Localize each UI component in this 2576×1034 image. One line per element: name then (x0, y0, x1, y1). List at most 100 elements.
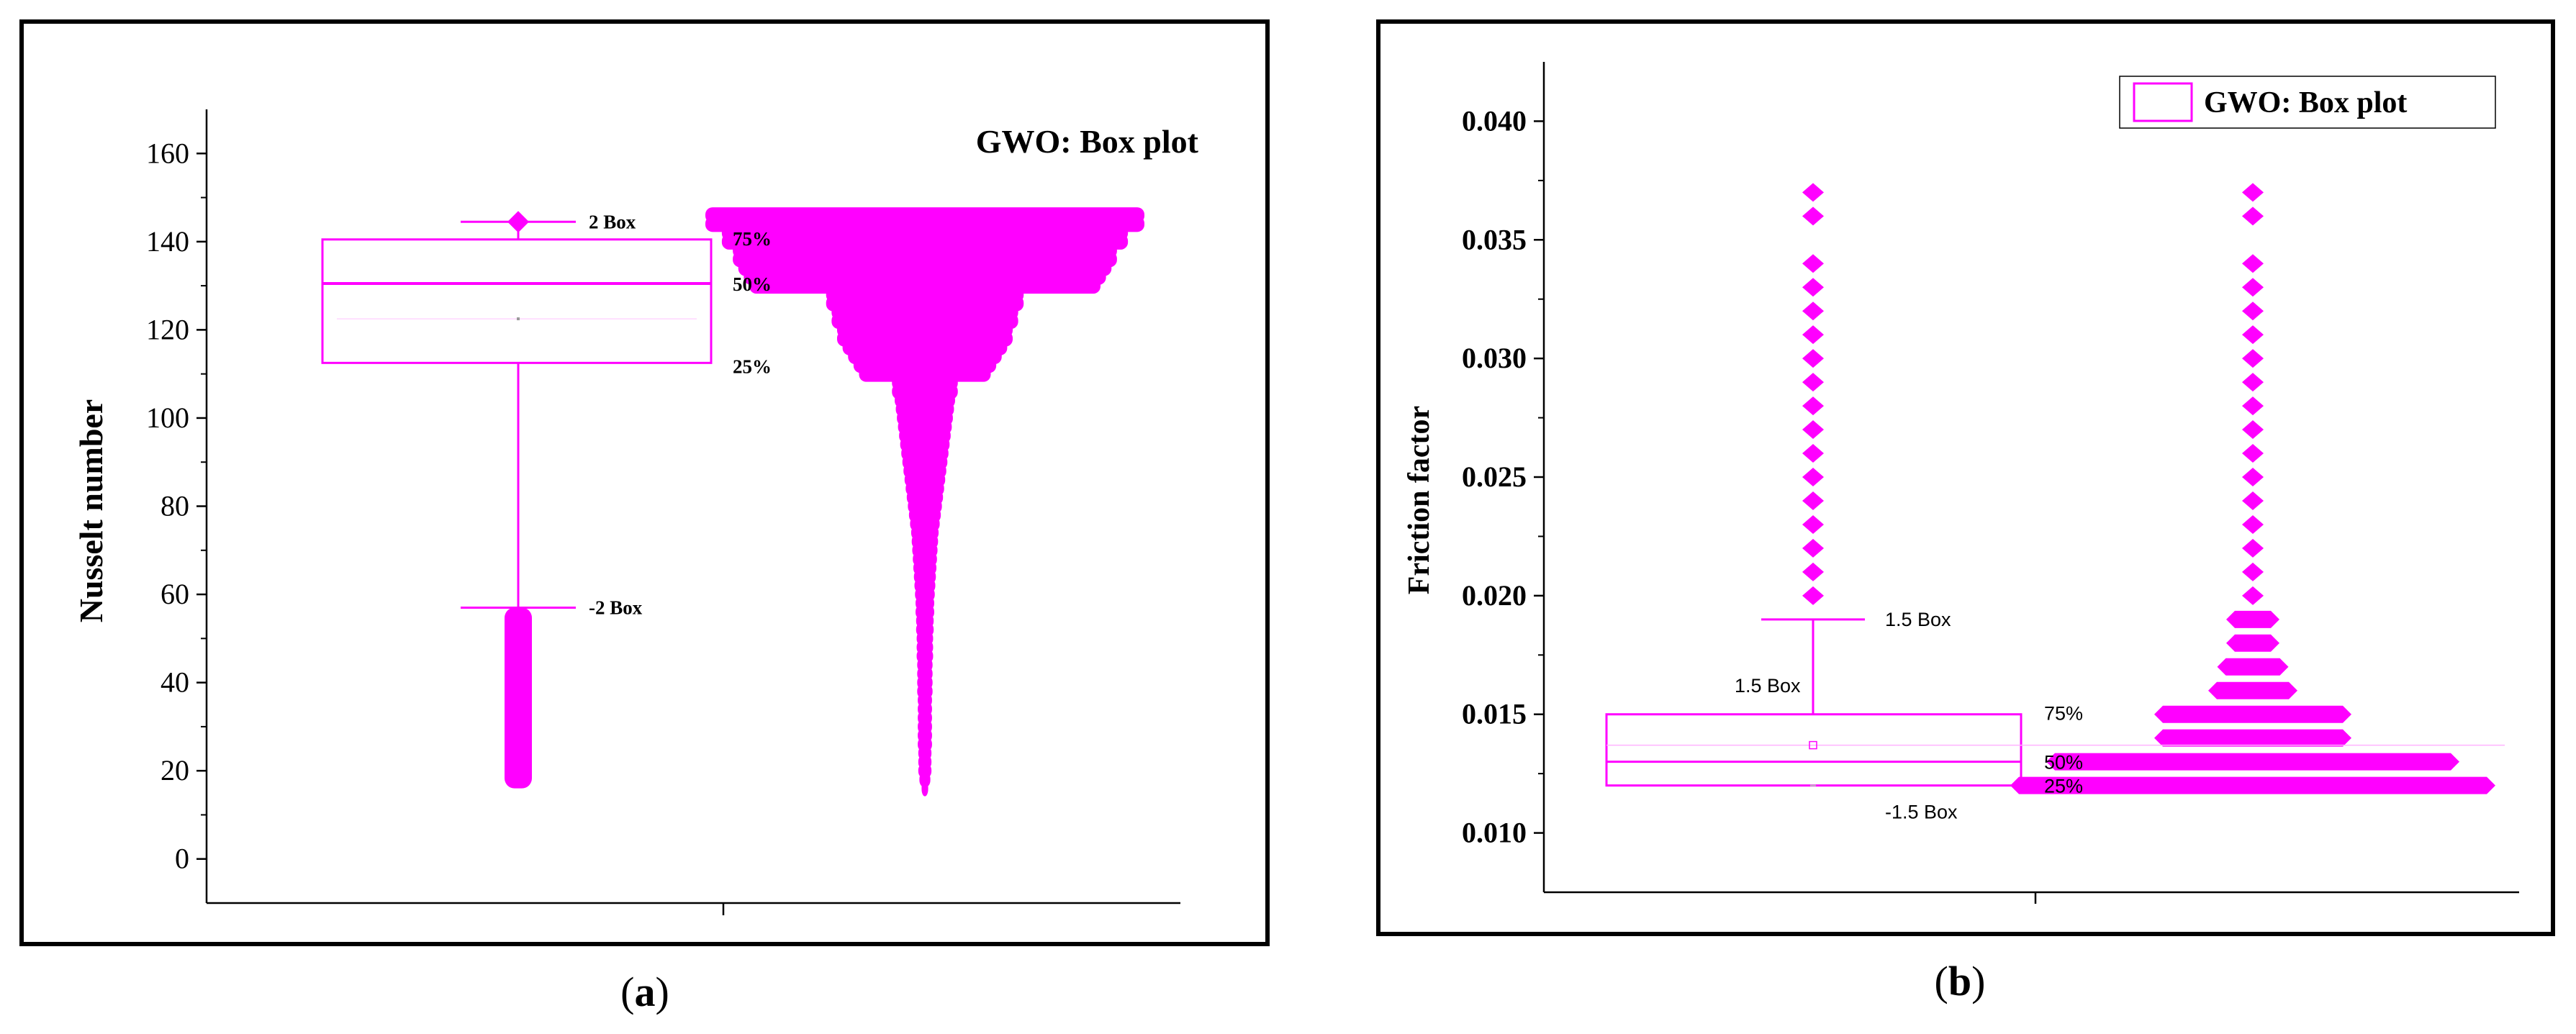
panel-a-y-tick-label: 140 (146, 225, 189, 258)
panel-b-box (1605, 618, 2505, 787)
panel-a-y-tick-label: 120 (146, 313, 189, 345)
panel-b-distribution-point (2242, 349, 2264, 368)
panel-b-distribution-point (2242, 468, 2264, 486)
panel-b-outlier-point (1802, 468, 1824, 486)
panel-b: 0.010 0.015 0.020 0.025 0.030 0.035 0.040 GWO:… (1376, 19, 2555, 1004)
panel-a-title: GWO: Box plot (976, 123, 1199, 160)
panel-b-outlier-point (1802, 420, 1824, 440)
panel-a-annotation-upper: 2 Box (589, 211, 636, 232)
panel-a-y-tick-label: 40 (161, 666, 189, 699)
panel-b-y-tick-label: 0.020 (1462, 579, 1527, 612)
panel-b-distribution-point (2242, 538, 2264, 558)
panel-b-y-tick-label: 0.030 (1462, 342, 1527, 374)
panel-b-distribution-point (2242, 562, 2264, 581)
panel-a-y-tick-label: 100 (146, 402, 189, 434)
panel-b-y-tick-label: 0.025 (1462, 461, 1527, 493)
panel-a-y-ticks: 0 20 40 60 80 100 120 140 160 (146, 137, 207, 875)
panel-b-annotation-q1: 25% (2044, 776, 2083, 797)
panel-a-distribution (705, 207, 1144, 797)
panel-b-caption: (b) (1935, 958, 1986, 1004)
panel-a-iqr-box (321, 238, 713, 364)
panel-a-mean-marker (517, 317, 520, 321)
panel-a-caption: (a) (620, 969, 669, 1015)
panel-b-outlier-point (1802, 278, 1824, 297)
panel-a-y-tick-label: 160 (146, 137, 189, 169)
panel-b-annotation-upper: 1.5 Box (1885, 609, 1951, 630)
panel-b-distribution (2010, 183, 2495, 794)
panel-b-distribution-bin (2046, 753, 2459, 771)
panel-a-y-tick-label: 80 (161, 490, 189, 522)
panel-b-distribution-point (2242, 301, 2264, 321)
panel-a-y-tick-label: 60 (161, 578, 189, 610)
panel-b-iqr-box (1605, 713, 2023, 787)
panel-b-distribution-point (2242, 207, 2264, 226)
panel-b-outlier-point (1802, 562, 1824, 581)
panel-a-frame (19, 19, 1270, 946)
panel-a-annotation-lower: -2 Box (589, 597, 643, 618)
panel-b-distribution-point (2242, 420, 2264, 440)
panel-b-outlier-point (1802, 349, 1824, 368)
panel-a-outliers (505, 607, 532, 789)
panel-b-outlier-point (1802, 254, 1824, 273)
panel-b-y-tick-label: 0.035 (1462, 223, 1527, 255)
panel-a-y-tick-label: 20 (161, 754, 189, 786)
panel-b-outlier-point (1802, 491, 1824, 510)
panel-a-ylabel: Nusselt number (73, 399, 109, 623)
panel-a-y-tick-label: 0 (175, 843, 189, 875)
panel-b-y-ticks: 0.010 0.015 0.020 0.025 0.030 0.035 0.040 (1462, 104, 1544, 849)
panel-b-distribution-bin (2010, 776, 2495, 794)
panel-b-outlier-point (1802, 444, 1824, 463)
panel-a: 0 20 40 60 80 100 120 140 160 GWO: Box plot Nuss… (19, 19, 1270, 1015)
panel-b-distribution-bin (2226, 610, 2279, 628)
panel-b-frame (1376, 19, 2555, 936)
panel-b-y-tick-label: 0.010 (1462, 817, 1527, 849)
panel-b-distribution-point (2242, 586, 2264, 605)
panel-b-distribution-bin (2208, 681, 2297, 699)
panel-a-distribution-bin (919, 771, 931, 788)
panel-b-mean-marker (1809, 740, 1817, 750)
panel-b-ylabel: Friction factor (1403, 406, 1436, 594)
panel-b-outlier-point (1802, 325, 1824, 345)
panel-a-annotation-median: 50% (733, 273, 772, 295)
panel-a-annotation-q3: 75% (733, 228, 772, 250)
panel-a-distribution-bin (859, 366, 991, 382)
panel-b-distribution-point (2242, 396, 2264, 416)
panel-b-outlier-point (1802, 301, 1824, 321)
panel-b-distribution-bin (2154, 705, 2351, 723)
panel-b-outliers (1802, 183, 1824, 605)
panel-b-outlier-point (1802, 183, 1824, 202)
panel-b-outlier-point (1802, 514, 1824, 534)
panel-b-annotation-upper-inner: 1.5 Box (1735, 675, 1801, 697)
panel-a-box (321, 211, 713, 609)
panel-b-outlier-point (1802, 373, 1824, 392)
panel-a-upper-marker (507, 211, 529, 233)
panel-b-legend: GWO: Box plot (2119, 76, 2496, 129)
panel-a-outlier-column (505, 607, 532, 789)
panel-b-legend-label: GWO: Box plot (2204, 86, 2407, 119)
panel-b-annotation-median: 50% (2044, 752, 2083, 774)
panel-b-legend-swatch (2133, 82, 2193, 122)
panel-b-distribution-point (2242, 325, 2264, 345)
panel-a-annotation-q1: 25% (733, 355, 772, 377)
panel-b-distribution-point (2242, 514, 2264, 534)
panel-b-outlier-point (1802, 538, 1824, 558)
panel-b-legend-frame (2119, 76, 2496, 129)
panel-b-distribution-point (2242, 444, 2264, 463)
panel-b-distribution-point (2242, 373, 2264, 392)
panel-b-y-tick-label: 0.040 (1462, 104, 1527, 137)
panel-b-distribution-point (2242, 254, 2264, 273)
panel-b-outlier-point (1802, 586, 1824, 605)
panel-a-distribution-bin (921, 780, 928, 797)
panel-b-distribution-point (2242, 278, 2264, 297)
panel-b-distribution-bin (2154, 729, 2351, 747)
panel-b-outlier-point (1802, 396, 1824, 416)
panel-b-distribution-point (2242, 183, 2264, 202)
panel-b-distribution-bin (2226, 634, 2279, 652)
panel-b-distribution-bin (2217, 658, 2289, 676)
panel-b-outlier-point (1802, 207, 1824, 226)
panel-b-annotation-lower: -1.5 Box (1885, 802, 1958, 823)
panel-b-annotation-q3: 75% (2044, 703, 2083, 725)
panel-b-distribution-point (2242, 491, 2264, 510)
panel-b-y-tick-label: 0.015 (1462, 698, 1527, 730)
